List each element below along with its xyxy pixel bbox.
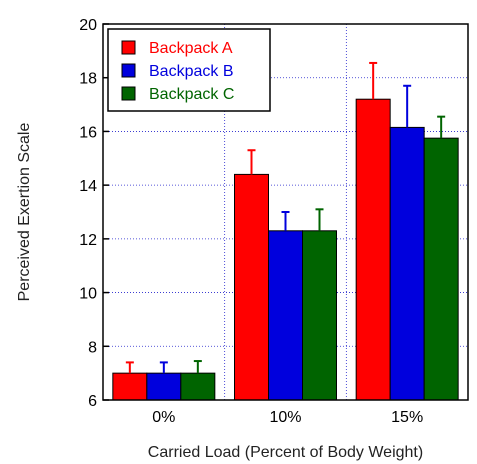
legend-swatch-1 (121, 63, 136, 78)
y-tick-label-20: 20 (79, 17, 97, 34)
y-tick-label-16: 16 (79, 124, 97, 141)
x-axis-label: Carried Load (Percent of Body Weight) (148, 444, 423, 461)
legend-swatch-2 (121, 86, 136, 101)
bar-backpack-c-0 (180, 372, 216, 401)
bar-backpack-a-2 (355, 98, 391, 401)
bars-layer (112, 98, 459, 401)
legend: Backpack A Backpack B Backpack C (107, 28, 271, 112)
x-tick-label-2: 15% (391, 409, 423, 426)
x-tick-label-0: 0% (152, 409, 175, 426)
y-tick-label-6: 6 (88, 393, 97, 410)
bar-backpack-c-1 (302, 230, 337, 401)
bar-backpack-a-0 (112, 372, 148, 401)
error-bars-layer (125, 61, 446, 374)
bar-backpack-b-2 (389, 126, 425, 401)
y-tick-label-12: 12 (79, 232, 97, 249)
y-axis-ticks: 6 8 10 12 14 16 18 20 (79, 17, 109, 410)
legend-label-2: Backpack C (149, 86, 234, 103)
x-tick-label-1: 10% (269, 409, 301, 426)
y-tick-label-8: 8 (88, 339, 97, 356)
bar-backpack-b-0 (146, 372, 182, 401)
x-axis-ticks: 0% 10% 15% (152, 409, 423, 426)
y-tick-label-14: 14 (79, 178, 97, 195)
legend-swatch-0 (121, 40, 136, 55)
bar-backpack-b-1 (268, 230, 303, 401)
bar-backpack-a-1 (234, 173, 269, 401)
plot-frame (102, 23, 469, 401)
legend-label-0: Backpack A (149, 40, 233, 57)
legend-label-1: Backpack B (149, 63, 233, 80)
bar-backpack-c-2 (423, 137, 459, 401)
y-tick-label-18: 18 (79, 71, 97, 88)
y-axis-label: Perceived Exertion Scale (16, 123, 33, 302)
y-tick-label-10: 10 (79, 286, 97, 303)
